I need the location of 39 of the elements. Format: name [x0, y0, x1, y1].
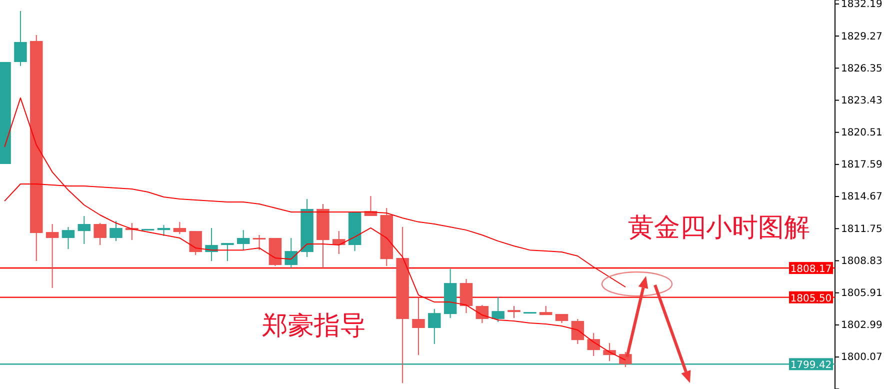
candlestick — [508, 306, 520, 318]
y-tick-label: 1814.67 — [841, 192, 882, 203]
candlestick — [571, 318, 584, 345]
ref-line-label: 1805.50 — [790, 293, 832, 304]
ref-line-label: 1808.17 — [790, 264, 832, 275]
candlestick — [460, 278, 473, 314]
candlestick — [94, 222, 106, 246]
annotation: 黄金四小时图解 — [628, 213, 810, 243]
candlestick — [412, 297, 425, 356]
candlestick — [173, 221, 186, 235]
candlestick — [476, 304, 489, 324]
candlestick — [14, 10, 27, 66]
candlestick — [428, 308, 441, 345]
y-tick-label: 1823.43 — [841, 95, 882, 106]
candlestick — [62, 226, 75, 250]
candlestick — [252, 234, 266, 251]
y-tick-label: 1811.75 — [841, 224, 882, 235]
y-tick-label: 1800.07 — [841, 352, 882, 364]
candlestick — [189, 230, 202, 256]
y-tick-label: 1832.19 — [841, 0, 882, 10]
ref-line-label: 1799.42 — [790, 360, 832, 372]
candlestick — [236, 230, 250, 251]
candlestick — [555, 314, 568, 324]
y-tick-label: 1829.27 — [841, 31, 882, 42]
candlestick — [587, 332, 600, 357]
y-tick-label: 1808.83 — [841, 256, 882, 267]
candlestick — [492, 296, 504, 323]
candlestick — [46, 224, 59, 288]
y-tick-label: 1826.35 — [841, 63, 882, 74]
candlestick — [78, 215, 91, 245]
y-tick-label: 1820.51 — [841, 128, 882, 139]
y-tick-label: 1802.99 — [841, 320, 882, 332]
y-tick-label: 1805.91 — [841, 288, 882, 300]
y-tick-label: 1817.59 — [841, 160, 882, 171]
candlestick — [110, 220, 122, 242]
candlestick — [284, 237, 298, 268]
candlestick — [221, 242, 234, 262]
candlestick — [157, 224, 170, 236]
annotation: 郑豪指导 — [262, 311, 366, 341]
